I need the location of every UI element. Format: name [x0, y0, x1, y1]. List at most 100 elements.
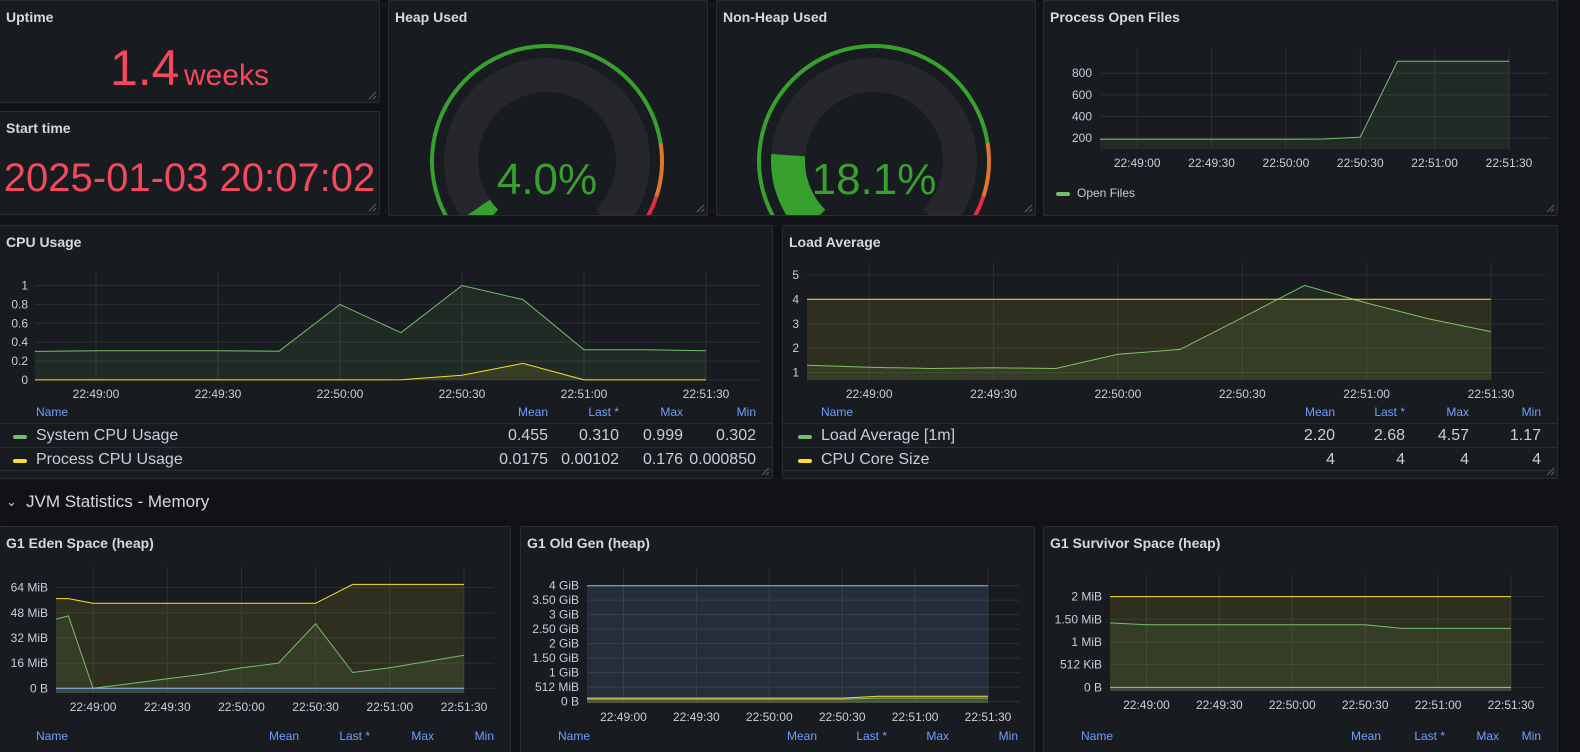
- y-tick-label: 48 MiB: [11, 606, 48, 620]
- x-tick-label: 22:49:30: [195, 387, 242, 401]
- legend-header-last[interactable]: Last *: [856, 729, 887, 743]
- legend-header-name[interactable]: Name: [36, 405, 69, 419]
- series-mean: 0.455: [507, 427, 548, 444]
- legend-header-mean[interactable]: Mean: [1350, 729, 1381, 743]
- y-tick-label: 0 B: [1084, 680, 1102, 694]
- legend-header-last[interactable]: Last *: [1374, 405, 1405, 419]
- series-name: System CPU Usage: [36, 427, 179, 444]
- legend-header-name[interactable]: Name: [1081, 729, 1114, 743]
- legend-label: Open Files: [1077, 186, 1136, 200]
- legend-header-max[interactable]: Max: [926, 729, 949, 743]
- resize-handle-icon[interactable]: [1024, 204, 1033, 213]
- gauge-value-bar: [467, 199, 499, 215]
- series-line: [587, 697, 988, 700]
- panel-title: Load Average: [789, 234, 881, 250]
- series-min: 1.17: [1509, 427, 1541, 444]
- g1-survivor-panel: G1 Survivor Space (heap) 0 B 512 KiB 1 MiB…: [1043, 526, 1558, 752]
- legend-swatch: [798, 435, 812, 439]
- series-max: 4.57: [1437, 427, 1469, 444]
- y-tick-label: 2 MiB: [1071, 590, 1102, 604]
- y-tick-label: 3: [792, 317, 799, 331]
- resize-handle-icon[interactable]: [696, 204, 705, 213]
- series-min: 0.302: [715, 427, 756, 444]
- series-line: [806, 284, 1492, 370]
- series-area: [35, 285, 706, 380]
- resize-handle-icon[interactable]: [761, 467, 770, 476]
- legend-header-min[interactable]: Min: [474, 729, 494, 743]
- y-tick-label: 4 GiB: [549, 579, 579, 593]
- series-area: [807, 299, 1491, 380]
- legend-header-max[interactable]: Max: [1476, 729, 1499, 743]
- series-mean: 0.0175: [499, 451, 548, 468]
- x-tick-label: 22:49:30: [1188, 156, 1235, 170]
- legend-header-mean[interactable]: Mean: [517, 405, 548, 419]
- y-tick-label: 32 MiB: [11, 631, 48, 645]
- y-tick-label: 200: [1072, 131, 1092, 145]
- legend-header-min[interactable]: Min: [1521, 405, 1541, 419]
- series-area: [1110, 687, 1511, 691]
- uptime-unit: weeks: [183, 59, 269, 92]
- series-area: [56, 584, 464, 693]
- legend-header: Name Mean Last * Max Min: [783, 401, 1557, 423]
- resize-handle-icon[interactable]: [1546, 467, 1555, 476]
- legend-header-mean[interactable]: Mean: [1304, 405, 1335, 419]
- x-tick-label: 22:50:00: [1263, 156, 1310, 170]
- y-tick-label: 64 MiB: [11, 581, 48, 595]
- y-tick-label: 800: [1072, 66, 1092, 80]
- legend-row[interactable]: Process CPU Usage 0.0175 0.00102 0.176 0…: [0, 447, 772, 471]
- legend-header-mean[interactable]: Mean: [268, 729, 299, 743]
- panel-title: Non-Heap Used: [723, 9, 828, 25]
- series-mean: 2.20: [1303, 427, 1335, 444]
- series-name: Process CPU Usage: [36, 451, 183, 468]
- x-tick-label: 22:51:00: [1411, 156, 1458, 170]
- legend-header-mean[interactable]: Mean: [786, 729, 817, 743]
- series-line: [1100, 60, 1509, 140]
- panel-title: G1 Old Gen (heap): [527, 535, 650, 551]
- cpu-usage-chart: 0 0.2 0.4 0.6 0.8 1 22:49:00 22:49:30 22:50:00 22…: [11, 272, 760, 401]
- legend-header-last[interactable]: Last *: [588, 405, 619, 419]
- gauge-track: [444, 58, 650, 215]
- panel-title: Process Open Files: [1050, 9, 1180, 25]
- x-tick-label: 22:49:00: [70, 700, 117, 714]
- non-heap-gauge: 18.1%: [757, 44, 991, 215]
- x-tick-label: 22:49:00: [846, 387, 893, 401]
- resize-handle-icon[interactable]: [1546, 204, 1555, 213]
- legend-header-name[interactable]: Name: [558, 729, 591, 743]
- gauge-threshold-red: [646, 195, 659, 215]
- series-line: [1109, 622, 1511, 629]
- legend-row[interactable]: CPU Core Size 4 4 4 4: [783, 447, 1557, 471]
- legend-header: Name Mean Last * Max Min: [0, 401, 772, 423]
- legend-header-last[interactable]: Last *: [339, 729, 370, 743]
- x-tick-label: 22:49:00: [1123, 698, 1170, 712]
- series-name: CPU Core Size: [821, 451, 930, 468]
- series-line: [34, 284, 707, 352]
- x-tick-label: 22:50:30: [1342, 698, 1389, 712]
- y-tick-label: 4: [792, 292, 799, 306]
- legend-row[interactable]: System CPU Usage 0.455 0.310 0.999 0.302: [0, 423, 772, 447]
- y-tick-label: 3.50 GiB: [532, 593, 579, 607]
- legend-header-max[interactable]: Max: [1446, 405, 1469, 419]
- gauge-value-bar: [771, 154, 826, 215]
- legend-header-name[interactable]: Name: [821, 405, 854, 419]
- legend-header-min[interactable]: Min: [998, 729, 1018, 743]
- legend-row[interactable]: Load Average [1m] 2.20 2.68 4.57 1.17: [783, 423, 1557, 447]
- x-tick-label: 22:49:30: [673, 710, 720, 724]
- y-tick-label: 16 MiB: [11, 656, 48, 670]
- x-tick-label: 22:51:30: [441, 700, 488, 714]
- legend-header-min[interactable]: Min: [1521, 729, 1541, 743]
- series-max: 0.176: [642, 451, 683, 468]
- series-name: Load Average [1m]: [821, 427, 956, 444]
- x-tick-label: 22:50:30: [1219, 387, 1266, 401]
- legend-swatch: [1056, 192, 1070, 196]
- x-tick-label: 22:51:30: [1486, 156, 1533, 170]
- chevron-down-icon[interactable]: ⌄: [6, 494, 17, 509]
- row-jvm-memory[interactable]: ⌄ JVM Statistics - Memory: [0, 486, 1580, 520]
- legend-header-min[interactable]: Min: [736, 405, 756, 419]
- resize-handle-icon[interactable]: [368, 91, 377, 100]
- legend-header-max[interactable]: Max: [660, 405, 683, 419]
- resize-handle-icon[interactable]: [368, 203, 377, 212]
- legend-header-last[interactable]: Last *: [1414, 729, 1445, 743]
- legend-header-max[interactable]: Max: [411, 729, 434, 743]
- legend-header-name[interactable]: Name: [36, 729, 69, 743]
